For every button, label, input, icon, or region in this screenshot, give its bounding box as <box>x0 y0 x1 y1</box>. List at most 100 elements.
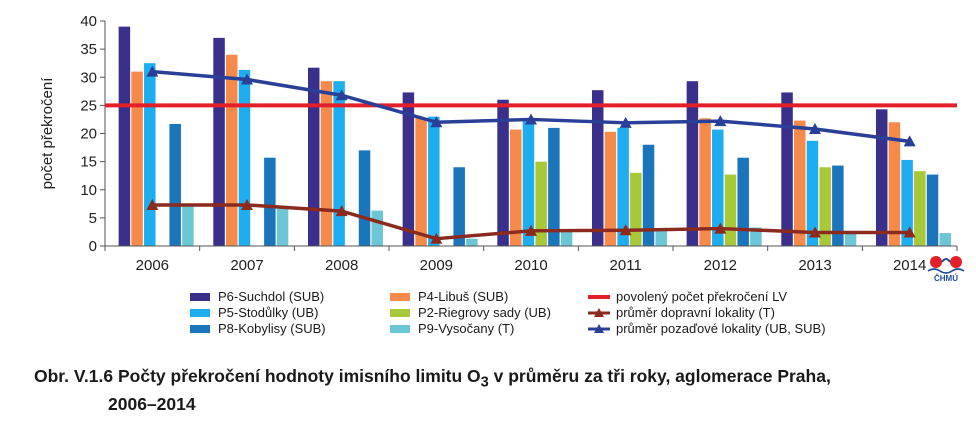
line-marker <box>241 198 253 210</box>
bar <box>737 157 749 246</box>
legend-label: průměr pozaďové lokality (UB, SUB) <box>616 321 826 336</box>
bar <box>169 123 181 246</box>
bar <box>358 150 371 246</box>
legend-line-swatch <box>588 323 610 335</box>
legend-item: P6-Suchdol (SUB) <box>190 289 324 305</box>
bar <box>781 92 793 246</box>
bar <box>819 167 831 246</box>
line-marker <box>714 222 727 234</box>
bar <box>320 81 333 246</box>
legend-swatch <box>390 309 410 317</box>
line-marker <box>903 135 916 147</box>
legend-item: povolený počet překročení LV <box>588 289 787 305</box>
bar <box>686 81 699 246</box>
line-marker <box>430 116 443 128</box>
bar <box>591 90 604 246</box>
bar <box>466 238 478 246</box>
line-marker <box>619 116 632 128</box>
bar <box>750 227 762 246</box>
line-marker <box>714 115 727 127</box>
legend-item: P5-Stodůlky (UB) <box>190 305 318 321</box>
legend-label: P8-Kobylisy (SUB) <box>218 321 326 336</box>
bar <box>875 109 888 246</box>
bar <box>522 118 535 246</box>
legend-swatch <box>390 293 410 301</box>
bar <box>901 159 913 246</box>
bar <box>642 144 655 246</box>
y-tick-label: 5 <box>89 210 97 227</box>
bar <box>118 26 131 246</box>
bar <box>238 69 251 246</box>
legend-swatch <box>390 325 410 333</box>
bar <box>712 129 724 246</box>
x-tick-label: 2006 <box>136 257 169 274</box>
legend-swatch <box>190 293 210 301</box>
bar <box>453 167 465 246</box>
line-marker <box>335 89 348 101</box>
bar <box>333 81 345 246</box>
x-tick-label: 2007 <box>230 257 263 274</box>
bar <box>724 174 737 246</box>
y-axis-label: počet překročení <box>39 77 56 190</box>
x-tick-label: 2008 <box>325 257 358 274</box>
line-marker <box>525 224 537 236</box>
x-tick-label: 2010 <box>514 257 547 274</box>
logo-text: ČHMÚ <box>934 274 958 283</box>
line-marker <box>619 224 632 236</box>
legend-label: P5-Stodůlky (UB) <box>218 305 319 320</box>
bar <box>888 122 901 246</box>
bar <box>939 233 951 246</box>
bar <box>307 67 320 246</box>
bar <box>264 157 276 246</box>
y-tick-label: 25 <box>80 97 97 114</box>
y-tick-label: 10 <box>80 182 97 199</box>
legend-label: povolený počet překročení LV <box>616 289 788 304</box>
x-tick-label: 2014 <box>893 257 926 274</box>
legend-line-swatch <box>588 291 610 303</box>
x-tick-label: 2012 <box>704 257 737 274</box>
bar <box>630 172 642 246</box>
bar <box>926 174 939 246</box>
line-marker <box>146 65 159 77</box>
bar <box>213 37 225 246</box>
bar <box>844 233 857 246</box>
caption-line2: 2006–2014 <box>108 393 196 414</box>
bar <box>832 165 844 246</box>
legend-swatch <box>190 325 210 333</box>
legend-item: P8-Kobylisy (SUB) <box>190 321 326 337</box>
line-marker <box>809 123 821 134</box>
bar <box>560 230 573 246</box>
line-marker <box>335 205 348 217</box>
bar <box>182 204 194 246</box>
legend-item: P9-Vysočany (T) <box>390 321 514 337</box>
legend-label: P6-Suchdol (SUB) <box>218 289 325 304</box>
bar <box>699 118 711 246</box>
bar <box>131 71 143 246</box>
y-tick-label: 35 <box>80 41 97 58</box>
chart-canvas: počet překročení 0 5 10 15 20 25 30 35 40 2006 2007… <box>39 13 958 274</box>
y-tick-label: 40 <box>80 13 97 30</box>
x-tick-label: 2013 <box>798 257 831 274</box>
bar <box>415 118 427 246</box>
line-marker <box>241 73 253 85</box>
bar <box>226 54 238 246</box>
caption-prefix: Obr. V.1.6 Počty překročení hodnoty imis… <box>34 366 481 386</box>
caption-suffix: v průměru za tři roky, aglomerace Praha, <box>488 366 831 386</box>
bar <box>655 229 667 246</box>
line-marker <box>430 232 443 244</box>
bar <box>276 206 289 246</box>
line-marker <box>525 113 537 125</box>
line-marker <box>809 226 821 238</box>
bar <box>548 127 560 246</box>
bar <box>428 116 440 246</box>
bar <box>402 92 415 246</box>
bar <box>144 63 156 246</box>
bar <box>535 161 547 246</box>
y-tick-label: 15 <box>80 154 97 171</box>
bar <box>794 120 806 246</box>
bar <box>604 131 617 246</box>
bar <box>497 99 509 246</box>
legend-item: průměr pozaďové lokality (UB, SUB) <box>588 321 826 337</box>
bar <box>914 171 926 246</box>
legend-label: P4-Libuš (SUB) <box>418 289 509 304</box>
